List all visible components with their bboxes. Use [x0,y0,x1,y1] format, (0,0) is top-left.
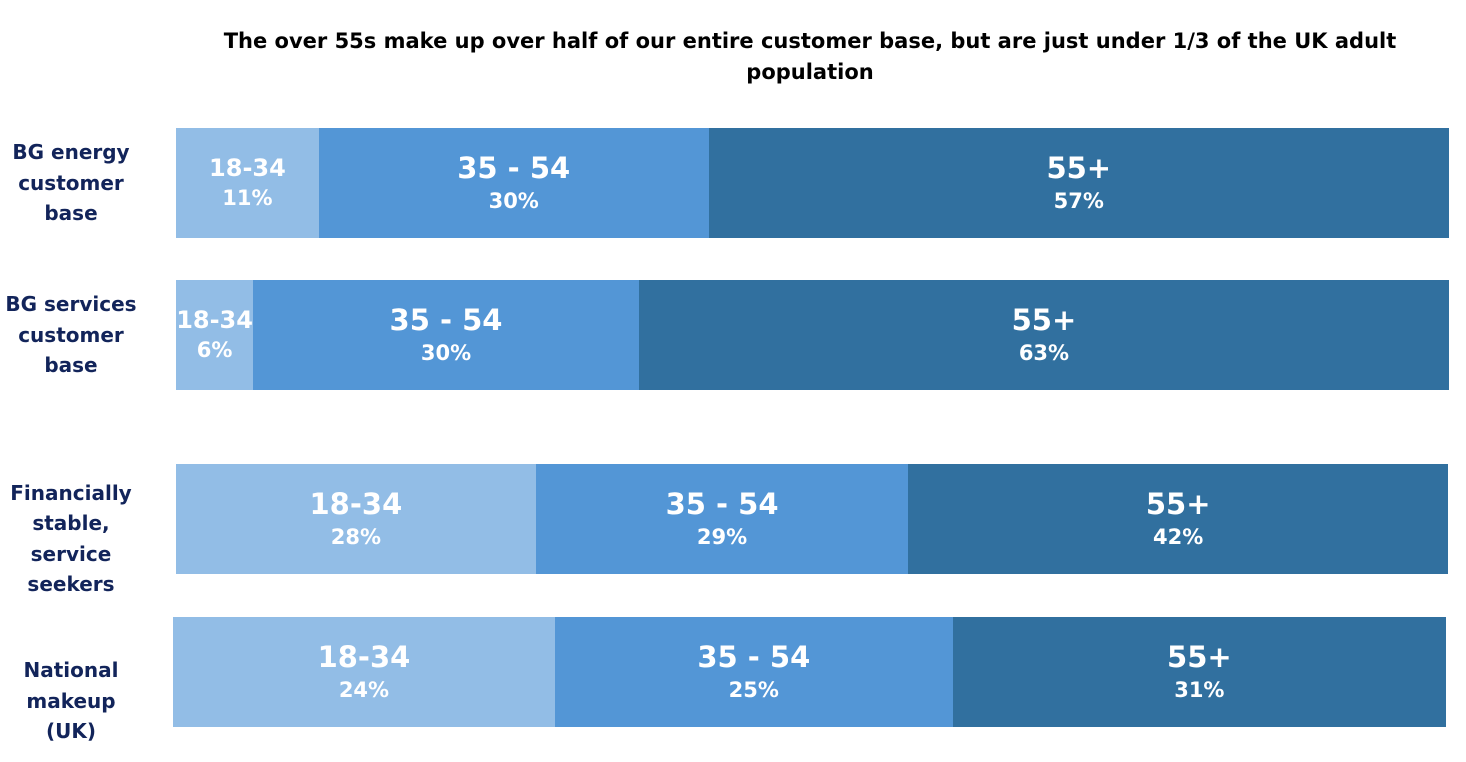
chart-title: The over 55s make up over half of our en… [223,29,1397,84]
segment-label: 35 - 54 30% [319,128,709,238]
segment-value-label: 57% [1053,189,1104,213]
segment-value-label: 11% [222,186,273,210]
segment-category-label: 18-34 [176,306,253,334]
segment-label: 18-34 24% [173,617,555,727]
bar-segment: 18-34 11% [176,128,319,238]
bar-segment: 18-34 24% [173,617,555,727]
bar-segment: 35 - 54 30% [253,280,639,390]
segment-category-label: 18-34 [309,487,403,521]
segment-label: 55+ 63% [639,280,1449,390]
segment-label: 55+ 57% [709,128,1449,238]
segment-category-label: 35 - 54 [697,640,811,674]
segment-value-label: 6% [196,338,233,362]
bar-row: 18-34 24% 35 - 54 25% 55+ 31% [173,617,1446,727]
row-label: BG energy customer base [0,128,142,238]
segment-category-label: 35 - 54 [665,487,779,521]
segment-category-label: 18-34 [209,154,286,182]
segment-label: 55+ 31% [953,617,1446,727]
row-label: Financially stable, service seekers [0,476,142,601]
row-label-text: National makeup (UK) [23,658,119,744]
row-label-text: BG energy customer base [12,140,130,226]
segment-label: 18-34 28% [176,464,536,574]
segment-value-label: 28% [330,525,381,549]
segment-label: 55+ 42% [908,464,1448,574]
bar-segment: 35 - 54 29% [535,464,909,574]
bar-row: 18-34 11% 35 - 54 30% 55+ 57% [176,128,1449,238]
bar-row: 18-34 28% 35 - 54 29% 55+ 42% [176,464,1448,574]
bar-segment: 55+ 31% [952,617,1446,727]
segment-label: 18-34 6% [176,280,253,390]
segment-value-label: 24% [338,678,390,702]
segment-value-label: 42% [1153,525,1204,549]
segment-category-label: 55+ [1046,151,1112,185]
bar-segment: 35 - 54 30% [318,128,709,238]
segment-label: 18-34 11% [176,128,319,238]
segment-category-label: 55+ [1011,303,1077,337]
segment-category-label: 18-34 [317,640,411,674]
bar-row: 18-34 6% 35 - 54 30% 55+ 63% [176,280,1449,390]
segment-value-label: 31% [1174,678,1225,702]
row-label: National makeup (UK) [0,655,142,747]
segment-category-label: 55+ [1145,487,1211,521]
segment-category-label: 35 - 54 [389,303,503,337]
bar-segment: 35 - 54 25% [554,617,953,727]
segment-category-label: 35 - 54 [457,151,571,185]
segment-category-label: 55+ [1167,640,1232,674]
bar-segment: 18-34 6% [176,280,254,390]
bar-segment: 55+ 42% [908,464,1448,574]
row-label: BG services customer base [0,280,142,390]
segment-value-label: 30% [420,341,472,365]
segment-value-label: 25% [728,678,779,702]
bar-segment: 18-34 28% [176,464,536,574]
bar-segment: 55+ 63% [638,280,1449,390]
row-label-text: BG services customer base [5,292,137,378]
bar-segment: 55+ 57% [708,128,1449,238]
row-label-text: Financially stable, service seekers [10,480,132,597]
segment-value-label: 29% [696,525,748,549]
segment-label: 35 - 54 25% [555,617,953,727]
segment-label: 35 - 54 29% [536,464,909,574]
segment-value-label: 30% [488,189,539,213]
segment-label: 35 - 54 30% [253,280,639,390]
segment-value-label: 63% [1018,341,1070,365]
